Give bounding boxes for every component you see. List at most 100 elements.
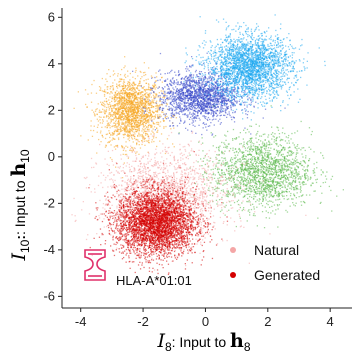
data-point [207, 103, 209, 105]
data-point [197, 114, 199, 116]
data-point [122, 123, 125, 125]
data-point [272, 57, 274, 59]
data-point [143, 140, 145, 142]
data-point [216, 52, 218, 54]
data-point [108, 132, 111, 134]
data-point [209, 52, 211, 54]
data-point [159, 104, 161, 106]
data-point [201, 110, 203, 112]
data-point [173, 95, 176, 97]
data-point [100, 141, 102, 143]
data-point [127, 117, 129, 120]
data-point [255, 44, 258, 46]
data-point [173, 80, 175, 82]
data-point [175, 106, 177, 108]
data-point [217, 120, 220, 122]
data-point [197, 94, 200, 96]
data-point [236, 100, 238, 102]
data-point [242, 33, 244, 35]
data-point [206, 110, 208, 112]
data-point [178, 92, 180, 94]
data-point [211, 73, 213, 75]
data-point [179, 83, 182, 86]
data-point [125, 99, 127, 102]
data-point [132, 101, 134, 103]
data-point [206, 91, 208, 93]
data-point [324, 60, 326, 63]
data-point [242, 86, 244, 88]
data-point [187, 90, 189, 92]
data-point [190, 97, 192, 99]
data-point [193, 101, 195, 103]
data-point [212, 109, 214, 111]
data-point [182, 86, 185, 88]
data-point [148, 98, 150, 101]
data-point [140, 78, 142, 80]
data-point [220, 88, 222, 90]
data-point [209, 102, 211, 104]
data-point [264, 38, 266, 40]
data-point [243, 37, 245, 39]
data-point [250, 54, 252, 56]
data-point [116, 127, 118, 129]
data-point [136, 143, 138, 146]
data-point [110, 114, 112, 117]
data-point [193, 86, 195, 88]
data-point [187, 94, 189, 96]
data-point [197, 84, 199, 86]
data-point [223, 57, 226, 59]
data-point [167, 92, 170, 94]
data-point [243, 44, 245, 46]
data-point [246, 114, 249, 116]
data-point [200, 61, 202, 63]
data-point [114, 126, 116, 128]
data-point [242, 118, 244, 120]
data-point [209, 96, 211, 98]
data-point [249, 65, 251, 67]
data-point [116, 98, 118, 100]
data-point [194, 89, 196, 92]
data-point [246, 87, 248, 89]
data-point [141, 134, 143, 136]
data-point [117, 75, 119, 77]
data-point [131, 121, 133, 123]
data-point [143, 62, 145, 64]
data-point [129, 82, 131, 84]
data-point [124, 133, 126, 135]
data-point [127, 118, 130, 120]
data-point [108, 130, 110, 132]
data-point [236, 54, 238, 56]
data-point [169, 103, 171, 105]
data-point [194, 100, 196, 103]
data-point [250, 61, 252, 63]
data-point [214, 92, 216, 94]
data-point [226, 38, 229, 40]
data-point [128, 113, 130, 116]
data-point [268, 48, 270, 50]
data-point [159, 140, 161, 142]
data-point [261, 38, 263, 40]
data-point [144, 106, 146, 109]
data-point [90, 92, 93, 94]
data-point [211, 112, 213, 114]
data-point [137, 122, 139, 124]
data-point [139, 92, 142, 94]
data-point [246, 106, 248, 108]
data-point [190, 98, 193, 100]
data-point [132, 76, 134, 78]
data-point [114, 105, 116, 107]
data-point [238, 63, 240, 65]
data-point [129, 108, 131, 110]
data-point [192, 74, 195, 76]
data-point [281, 78, 283, 80]
data-point [275, 59, 277, 61]
data-point [115, 109, 117, 111]
data-point [165, 105, 167, 107]
data-point [122, 107, 124, 110]
data-point [129, 129, 131, 131]
data-point [223, 73, 225, 75]
data-point [243, 46, 245, 48]
data-point [131, 107, 133, 110]
data-point [108, 103, 110, 105]
data-point [240, 77, 242, 79]
